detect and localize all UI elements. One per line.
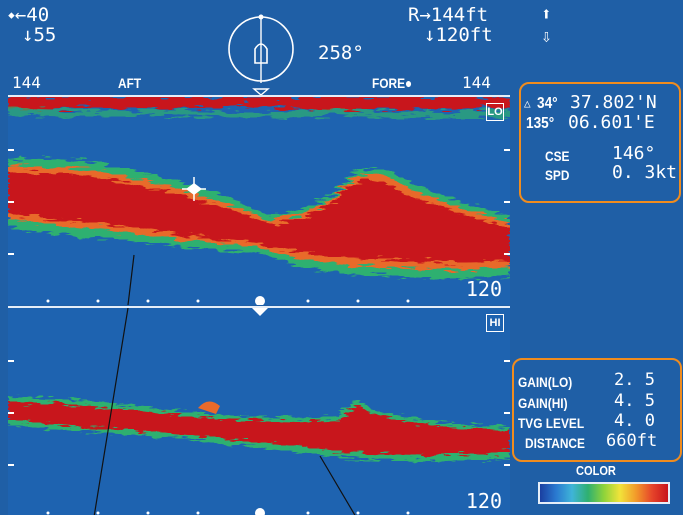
depth-right-readout: ↓120ft (424, 24, 493, 46)
scale-left-value: 144 (12, 73, 41, 92)
lo-range-value: 120 (465, 277, 502, 301)
echo-panel-lo: LO 120 (8, 95, 510, 305)
distance-value: 660ft (606, 431, 658, 451)
echo-trace-hi (8, 308, 510, 515)
aft-label: AFT (118, 75, 142, 91)
hi-badge: HI (486, 314, 504, 332)
color-scale-bar (538, 482, 670, 504)
arrow-up-icon: ⬆ (541, 4, 552, 25)
latitude-degrees: 34° (537, 95, 558, 112)
distance-label: DISTANCE (525, 435, 585, 451)
depth-left-readout: ↓55 (22, 24, 57, 46)
arrow-down-icon: ⇩ (541, 26, 552, 47)
latitude-minutes: 37.802'N (570, 92, 657, 113)
gain-lo-value: 2. 5 (614, 370, 655, 390)
position-marker-icon: △ (524, 97, 531, 110)
position-info-frame (519, 82, 681, 203)
settings-info-frame (512, 358, 682, 462)
course-value: 146° (612, 143, 656, 164)
gain-hi-value: 4. 5 (614, 391, 655, 411)
fore-label: FORE● (372, 75, 413, 91)
range-right-readout: R→144ft (408, 4, 489, 26)
speed-value: 0. 3kt (612, 162, 678, 183)
gain-lo-label: GAIN(LO) (518, 374, 573, 390)
gain-hi-label: GAIN(HI) (518, 395, 568, 411)
hi-range-value: 120 (465, 489, 502, 513)
compass-icon (228, 14, 294, 96)
course-label: CSE (545, 148, 570, 164)
color-label: COLOR (576, 463, 616, 478)
offset-left-readout: ⬩←40 (8, 4, 50, 26)
heading-readout: 258° (318, 42, 364, 64)
longitude-degrees: 135° (526, 115, 555, 132)
longitude-minutes: 06.601'E (568, 112, 655, 133)
speed-label: SPD (545, 167, 570, 183)
lo-badge: LO (486, 103, 504, 121)
tvg-level-value: 4. 0 (614, 411, 655, 431)
tvg-level-label: TVG LEVEL (518, 415, 585, 431)
echo-trace-lo (8, 97, 510, 305)
echo-panel-hi: HI 120 (8, 306, 510, 515)
scale-right-value: 144 (462, 73, 491, 92)
